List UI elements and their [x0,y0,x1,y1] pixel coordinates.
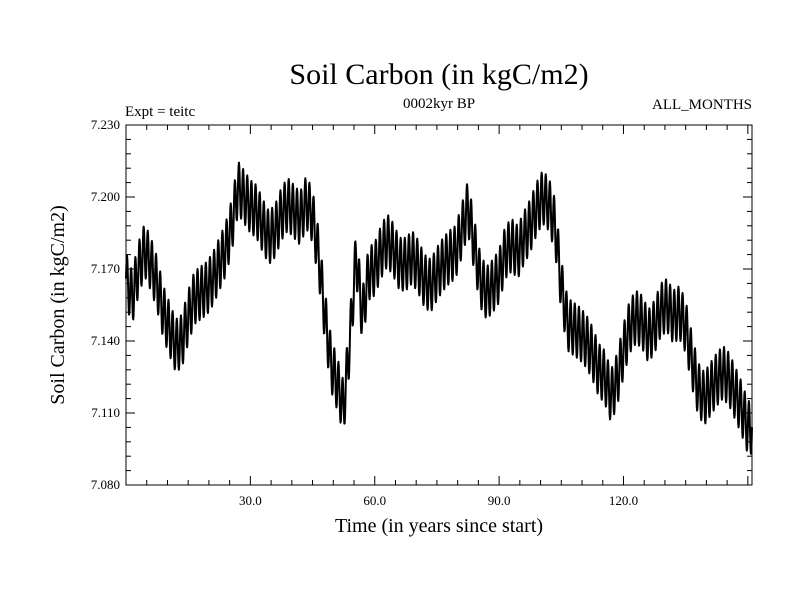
months-label: ALL_MONTHS [652,97,752,113]
y-tick-label: 7.140 [91,333,120,348]
y-tick-label: 7.170 [91,261,120,276]
x-tick-label: 90.0 [488,493,511,508]
x-tick-label: 30.0 [239,493,262,508]
chart-subtitle: 0002kyr BP [403,96,475,112]
y-tick-label: 7.200 [91,189,120,204]
x-axis-label: Time (in years since start) [335,515,543,537]
chart-title: Soil Carbon (in kgC/m2) [289,58,588,91]
y-tick-label: 7.080 [91,477,120,492]
plot-frame [125,124,753,486]
y-axis-label: Soil Carbon (in kgC/m2) [47,205,69,404]
experiment-label: Expt = teitc [125,104,195,120]
y-tick-label: 7.110 [91,405,120,420]
series-line [125,161,753,455]
x-tick-label: 120.0 [609,493,638,508]
x-tick-label: 60.0 [363,493,386,508]
y-tick-label: 7.230 [91,117,120,132]
